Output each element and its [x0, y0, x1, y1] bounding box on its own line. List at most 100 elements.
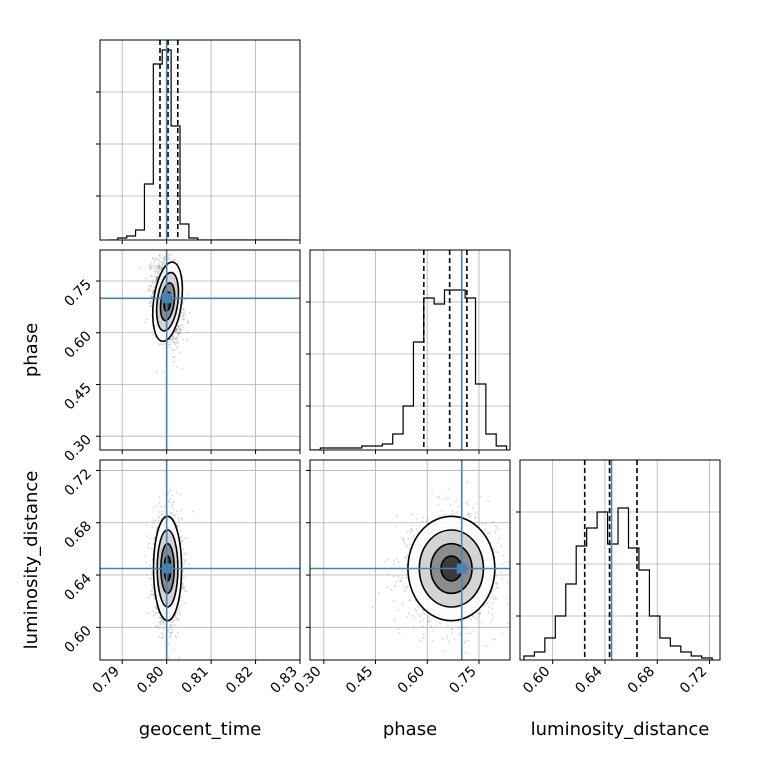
panel-geocent_time-vs-phase-point: [172, 333, 175, 336]
panel-phase-vs-luminosity_distance-point: [494, 582, 497, 584]
panel-phase-vs-luminosity_distance-point: [500, 545, 502, 547]
yaxis-label-luminosity_distance: luminosity_distance: [21, 471, 42, 650]
panel-geocent_time-vs-phase-point: [148, 289, 151, 291]
panel-geocent_time-vs-phase-point: [163, 258, 165, 260]
panel-geocent_time-vs-luminosity_distance-point: [178, 520, 180, 523]
panel-geocent_time-vs-luminosity_distance-point: [152, 593, 155, 596]
panel-geocent_time-vs-luminosity_distance-point: [158, 502, 161, 505]
panel-geocent_time-vs-luminosity_distance-point: [179, 596, 182, 599]
panel-geocent_time-vs-phase-point: [177, 262, 179, 265]
panel-phase-vs-luminosity_distance-point: [408, 599, 410, 602]
panel-geocent_time-vs-phase-point: [155, 278, 158, 281]
panel-geocent_time-vs-phase-point: [168, 254, 170, 257]
panel-geocent_time-vs-luminosity_distance-point: [145, 562, 147, 564]
xtick-label-phase-0: 0.30: [291, 664, 324, 697]
panel-phase-vs-luminosity_distance-point: [470, 619, 473, 621]
panel-geocent_time-vs-luminosity_distance-point: [151, 526, 154, 528]
hist-geocent_time-steps: [108, 49, 296, 240]
panel-geocent_time-vs-phase-point: [181, 367, 183, 370]
panel-phase-vs-luminosity_distance-point: [390, 588, 393, 591]
ytick-label-phase-0: 0.30: [61, 432, 94, 465]
panel-geocent_time-vs-phase-point: [153, 265, 156, 268]
panel-phase-vs-luminosity_distance-point: [476, 502, 478, 505]
panel-geocent_time-vs-phase-point: [149, 284, 152, 287]
panel-geocent_time-vs-luminosity_distance-point: [152, 610, 155, 612]
panel-geocent_time-vs-phase-point: [172, 335, 175, 338]
panel-geocent_time-vs-luminosity_distance-point: [175, 491, 178, 494]
panel-geocent_time-vs-luminosity_distance-point: [179, 537, 182, 540]
panel-geocent_time-vs-phase-point: [187, 321, 189, 324]
panel-geocent_time-vs-luminosity_distance-point: [148, 542, 150, 545]
panel-phase-vs-luminosity_distance-point: [402, 538, 405, 541]
panel-phase-vs-luminosity_distance-point: [415, 609, 418, 612]
panel-geocent_time-vs-phase-point: [149, 304, 152, 307]
panel-geocent_time-vs-luminosity_distance-point: [172, 648, 175, 651]
panel-geocent_time-vs-phase-point: [182, 318, 184, 321]
panel-geocent_time-vs-luminosity_distance-point: [163, 623, 165, 626]
xtick-label-luminosity_distance-0: 0.60: [520, 664, 553, 697]
panel-phase-vs-luminosity_distance-point: [392, 563, 395, 566]
panel-geocent_time-vs-phase-point: [145, 318, 148, 320]
ytick-label-luminosity_distance-1: 0.64: [61, 570, 94, 603]
panel-geocent_time-vs-phase-plot: [100, 250, 300, 450]
panel-geocent_time-vs-luminosity_distance-point: [186, 552, 188, 555]
panel-geocent_time-vs-luminosity_distance-point: [170, 623, 173, 626]
panel-geocent_time-vs-phase-point: [147, 287, 150, 290]
panel-geocent_time-vs-phase-point: [178, 327, 180, 329]
panel-phase-vs-luminosity_distance-point: [407, 612, 410, 615]
panel-geocent_time-vs-luminosity_distance-truth-marker: [161, 563, 172, 574]
panel-geocent_time-vs-luminosity_distance-point: [169, 490, 172, 492]
panel-phase-vs-luminosity_distance-point: [496, 587, 498, 590]
panel-phase-vs-luminosity_distance-point: [467, 504, 469, 507]
panel-phase-vs-luminosity_distance-point: [419, 639, 422, 642]
panel-phase-vs-luminosity_distance-point: [494, 597, 497, 599]
ytick-label-phase-2: 0.60: [61, 328, 94, 361]
panel-geocent_time-vs-phase-point: [177, 331, 179, 334]
panel-phase-vs-luminosity_distance-point: [469, 515, 472, 518]
panel-geocent_time-vs-phase-point: [149, 266, 152, 269]
panel-geocent_time-vs-luminosity_distance-point: [155, 529, 158, 531]
panel-phase-vs-luminosity_distance-point: [458, 633, 461, 635]
panel-geocent_time-vs-luminosity_distance-point: [159, 616, 161, 619]
panel-phase-vs-luminosity_distance-point: [479, 612, 482, 615]
panel-geocent_time-vs-luminosity_distance-point: [159, 620, 162, 623]
panel-phase-vs-luminosity_distance-point: [411, 524, 414, 527]
panel-geocent_time-vs-luminosity_distance-point: [170, 631, 173, 634]
panel-geocent_time-vs-phase-point: [174, 330, 177, 333]
panel-geocent_time-vs-phase-point: [182, 308, 185, 310]
panel-phase-vs-luminosity_distance-point: [406, 615, 409, 618]
panel-geocent_time-vs-luminosity_distance-point: [152, 543, 155, 545]
panel-geocent_time-vs-luminosity_distance-point: [161, 618, 164, 621]
panel-geocent_time-vs-phase-grid: [100, 250, 301, 450]
panel-phase-vs-luminosity_distance-point: [414, 608, 417, 611]
panel-phase-vs-luminosity_distance-point: [466, 481, 468, 484]
panel-geocent_time-vs-luminosity_distance-point: [145, 573, 148, 576]
panel-geocent_time-vs-phase-point: [154, 275, 156, 277]
panel-geocent_time-vs-luminosity_distance-point: [163, 505, 166, 508]
panel-geocent_time-vs-luminosity_distance-point: [153, 594, 156, 597]
panel-phase-vs-luminosity_distance-point: [492, 548, 495, 550]
panel-geocent_time-vs-phase-point: [178, 325, 181, 328]
panel-geocent_time-vs-phase-point: [152, 292, 154, 295]
panel-phase-vs-luminosity_distance-point: [451, 628, 454, 630]
panel-geocent_time-vs-luminosity_distance-point: [157, 611, 160, 614]
panel-geocent_time-vs-luminosity_distance-point: [184, 589, 187, 592]
panel-geocent_time-vs-phase-point: [158, 254, 161, 257]
panel-geocent_time-vs-phase-point: [158, 258, 160, 261]
panel-geocent_time-vs-luminosity_distance-grid: [100, 460, 301, 660]
panel-phase-vs-luminosity_distance-point: [485, 602, 488, 605]
panel-phase-vs-luminosity_distance-point: [471, 507, 474, 510]
panel-geocent_time-vs-luminosity_distance-point: [171, 619, 174, 622]
panel-phase-vs-luminosity_distance-point: [442, 649, 445, 652]
panel-geocent_time-vs-luminosity_distance-point: [149, 564, 151, 566]
panel-phase-vs-luminosity_distance-point: [396, 514, 399, 517]
panel-phase-vs-luminosity_distance-point: [405, 564, 408, 567]
panel-phase-vs-luminosity_distance-point: [393, 619, 396, 621]
panel-geocent_time-vs-luminosity_distance-point: [171, 503, 174, 505]
panel-geocent_time-vs-phase-point: [172, 338, 174, 341]
panel-phase-vs-luminosity_distance-point: [422, 609, 424, 611]
panel-geocent_time-vs-phase-point: [158, 264, 161, 267]
panel-geocent_time-vs-luminosity_distance-point: [156, 607, 158, 610]
panel-geocent_time-vs-luminosity_distance-point: [175, 618, 178, 621]
xtick-label-luminosity_distance-1: 0.64: [572, 663, 605, 696]
